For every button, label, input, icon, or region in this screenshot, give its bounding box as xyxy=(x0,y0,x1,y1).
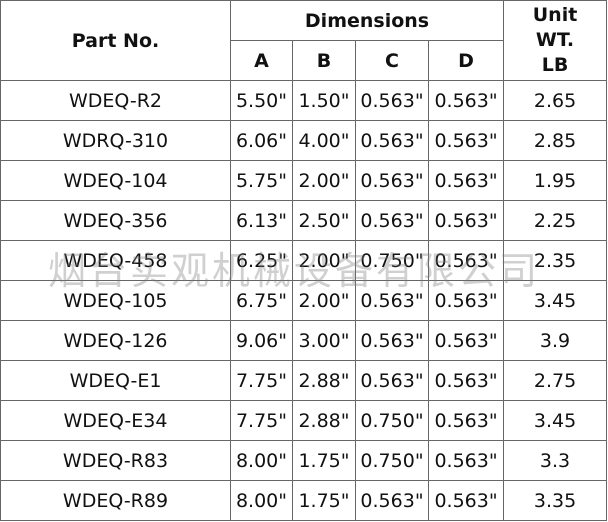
table-cell: 2.00" xyxy=(292,280,356,321)
table-cell: WDEQ-E1 xyxy=(0,360,231,401)
table-cell: 9.06" xyxy=(230,320,293,361)
table-cell: 0.563" xyxy=(427,120,505,161)
table-cell: 0.563" xyxy=(355,200,429,241)
table-cell: 2.65 xyxy=(503,80,608,121)
table-row: WDEQ-126 9.06" 3.00" 0.563" 0.563" 3.9 xyxy=(0,320,608,361)
table-cell: 3.45 xyxy=(503,280,608,321)
table-cell: 0.750" xyxy=(355,240,429,281)
table-cell: WDEQ-458 xyxy=(0,240,231,281)
table-cell: 0.563" xyxy=(427,440,505,481)
table-cell: WDEQ-R2 xyxy=(0,80,231,121)
table-cell: 2.85 xyxy=(503,120,608,161)
table-cell: 1.95 xyxy=(503,160,608,201)
table-cell: WDEQ-E34 xyxy=(0,400,231,441)
table-cell: 4.00" xyxy=(292,120,356,161)
table-cell: 0.563" xyxy=(355,480,429,521)
table-cell: 0.750" xyxy=(355,400,429,441)
table-cell: 6.25" xyxy=(230,240,293,281)
table-cell: 6.75" xyxy=(230,280,293,321)
table-row: WDEQ-105 6.75" 2.00" 0.563" 0.563" 3.45 xyxy=(0,280,608,321)
table-cell: 0.563" xyxy=(355,280,429,321)
table-cell: 2.00" xyxy=(292,160,356,201)
header-line: WT. xyxy=(535,29,575,51)
table-cell: 0.563" xyxy=(427,200,505,241)
table-cell: 0.563" xyxy=(427,320,505,361)
table-cell: 2.00" xyxy=(292,240,356,281)
table-cell: 3.00" xyxy=(292,320,356,361)
table-row: WDEQ-E34 7.75" 2.88" 0.750" 0.563" 3.45 xyxy=(0,400,608,441)
table-cell: 0.563" xyxy=(427,480,505,521)
table-cell: 0.563" xyxy=(427,360,505,401)
table-cell: 2.50" xyxy=(292,200,356,241)
header-cell: Part No. xyxy=(0,0,231,81)
table-cell: WDEQ-126 xyxy=(0,320,231,361)
table-cell: WDRQ-310 xyxy=(0,120,231,161)
table-cell: 0.563" xyxy=(427,400,505,441)
table-cell: 2.75 xyxy=(503,360,608,401)
table-row: WDEQ-R2 5.50" 1.50" 0.563" 0.563" 2.65 xyxy=(0,80,608,121)
table-cell: 5.75" xyxy=(230,160,293,201)
table-cell: 5.50" xyxy=(230,80,293,121)
table-cell: WDEQ-R89 xyxy=(0,480,231,521)
table-cell: 0.563" xyxy=(427,80,505,121)
table-cell: 0.750" xyxy=(355,440,429,481)
table-cell: 8.00" xyxy=(230,480,293,521)
table-cell: 1.50" xyxy=(292,80,356,121)
table-cell: 3.45 xyxy=(503,400,608,441)
header-cell: A xyxy=(230,40,293,81)
table-row: WDEQ-104 5.75" 2.00" 0.563" 0.563" 1.95 xyxy=(0,160,608,201)
table-cell: WDEQ-356 xyxy=(0,200,231,241)
table-cell: 0.563" xyxy=(355,120,429,161)
table-row: WDEQ-E1 7.75" 2.88" 0.563" 0.563" 2.75 xyxy=(0,360,608,401)
table-cell: 0.563" xyxy=(427,160,505,201)
table-cell: 2.25 xyxy=(503,200,608,241)
table-cell: 1.75" xyxy=(292,440,356,481)
header-cell: D xyxy=(427,40,505,81)
table-row: WDRQ-310 6.06" 4.00" 0.563" 0.563" 2.85 xyxy=(0,120,608,161)
header-cell: B xyxy=(292,40,356,81)
header-cell: Unit WT. LB xyxy=(503,0,608,81)
table-cell: 0.563" xyxy=(355,320,429,361)
table-cell: 6.06" xyxy=(230,120,293,161)
table-row: WDEQ-R89 8.00" 1.75" 0.563" 0.563" 3.35 xyxy=(0,480,608,521)
table-cell: 0.563" xyxy=(355,160,429,201)
table-cell: 0.563" xyxy=(355,360,429,401)
header-cell: C xyxy=(355,40,429,81)
table-cell: 0.563" xyxy=(355,80,429,121)
table-cell: 7.75" xyxy=(230,400,293,441)
table-cell: 2.88" xyxy=(292,360,356,401)
table-cell: WDEQ-105 xyxy=(0,280,231,321)
table-cell: 3.3 xyxy=(503,440,608,481)
table-cell: 7.75" xyxy=(230,360,293,401)
table-cell: 3.9 xyxy=(503,320,608,361)
table-cell: 0.563" xyxy=(427,240,505,281)
header-line: LB xyxy=(541,54,569,76)
table-cell: 1.75" xyxy=(292,480,356,521)
table-row: WDEQ-458 6.25" 2.00" 0.750" 0.563" 2.35 xyxy=(0,240,608,281)
table-cell: 2.35 xyxy=(503,240,608,281)
table-cell: 3.35 xyxy=(503,480,608,521)
table-cell: 6.13" xyxy=(230,200,293,241)
table-cell: WDEQ-R83 xyxy=(0,440,231,481)
table-cell: 2.88" xyxy=(292,400,356,441)
table-row: WDEQ-356 6.13" 2.50" 0.563" 0.563" 2.25 xyxy=(0,200,608,241)
table-cell: 0.563" xyxy=(427,280,505,321)
table-cell: 8.00" xyxy=(230,440,293,481)
header-line: Unit xyxy=(532,4,578,26)
table-row: WDEQ-R83 8.00" 1.75" 0.750" 0.563" 3.3 xyxy=(0,440,608,481)
header-cell: Dimensions xyxy=(229,0,505,41)
table-cell: WDEQ-104 xyxy=(0,160,231,201)
